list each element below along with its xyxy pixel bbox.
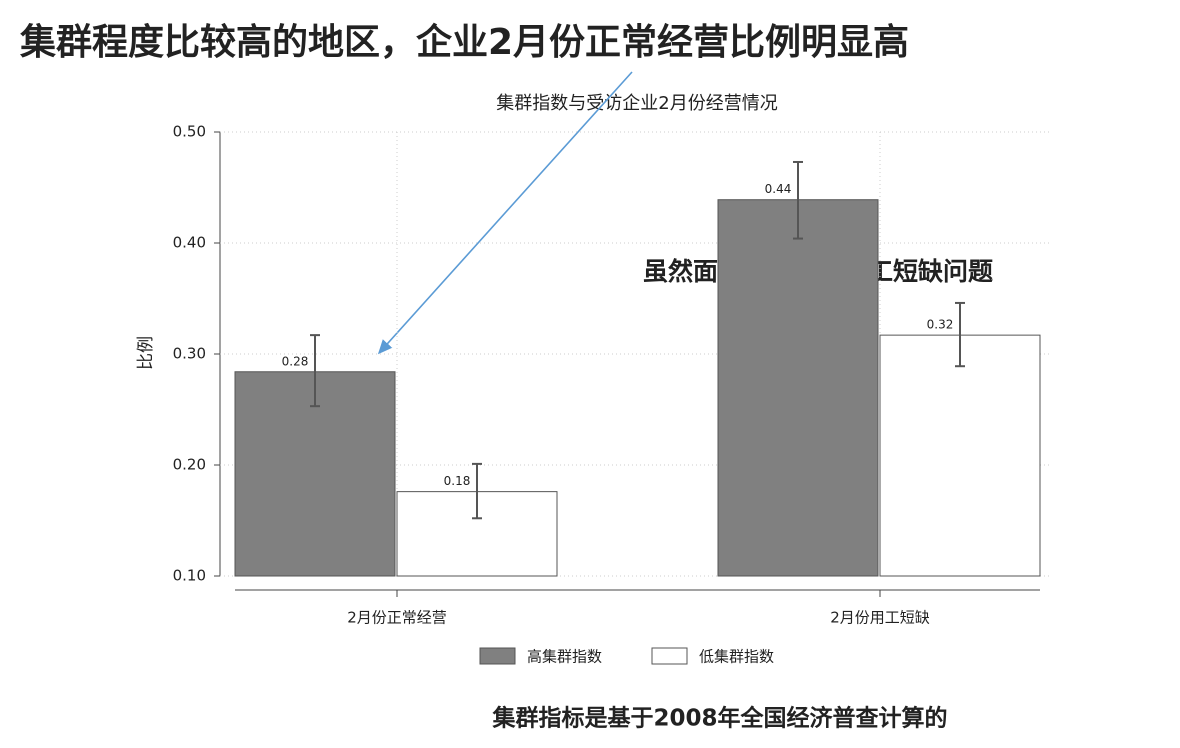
- chart-title: 集群指数与受访企业2月份经营情况: [496, 93, 777, 114]
- legend-swatch: [479, 647, 516, 665]
- x-tick-label: 2月份正常经营: [347, 609, 447, 627]
- value-label: 0.18: [444, 474, 471, 488]
- y-tick-label: 0.10: [173, 567, 206, 585]
- footnote: 集群指标是基于2008年全国经济普查计算的: [491, 705, 947, 732]
- slide-title: 集群程度比较高的地区，企业2月份正常经营比例明显高: [19, 21, 909, 63]
- x-tick-label: 2月份用工短缺: [830, 609, 930, 627]
- bar: [879, 334, 1041, 577]
- value-label: 0.28: [282, 354, 309, 368]
- legend-label: 低集群指数: [699, 648, 774, 666]
- bar: [717, 199, 879, 577]
- y-tick-label: 0.20: [173, 456, 206, 474]
- y-tick-label: 0.50: [173, 123, 206, 141]
- y-axis-label: 比例: [136, 336, 156, 370]
- y-tick-label: 0.30: [173, 345, 206, 363]
- value-label: 0.32: [927, 318, 954, 332]
- legend-label: 高集群指数: [527, 648, 602, 666]
- value-label: 0.44: [765, 182, 792, 196]
- arrow: [377, 71, 633, 355]
- y-tick-label: 0.40: [173, 234, 206, 252]
- legend-swatch: [651, 647, 688, 665]
